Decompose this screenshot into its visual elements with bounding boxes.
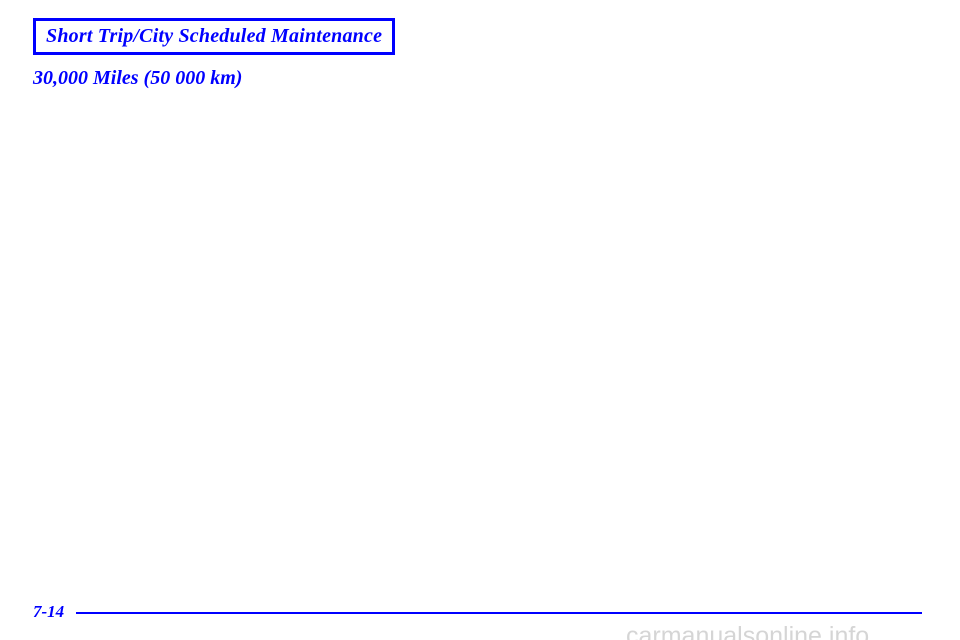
page-number: 7-14 [33,602,64,622]
footer-rule [76,612,922,614]
header-title-text: Short Trip/City Scheduled Maintenance [46,25,382,47]
mileage-heading: 30,000 Miles (50 000 km) [33,67,242,90]
page-number-text: 7-14 [33,602,64,621]
watermark-text: carmanualsonline.info [626,622,869,640]
page-root: { "header": { "title": "Short Trip/City … [0,0,960,640]
watermark: carmanualsonline.info [626,622,869,640]
maintenance-schedule-header: Short Trip/City Scheduled Maintenance [33,18,395,55]
mileage-heading-text: 30,000 Miles (50 000 km) [33,67,242,89]
